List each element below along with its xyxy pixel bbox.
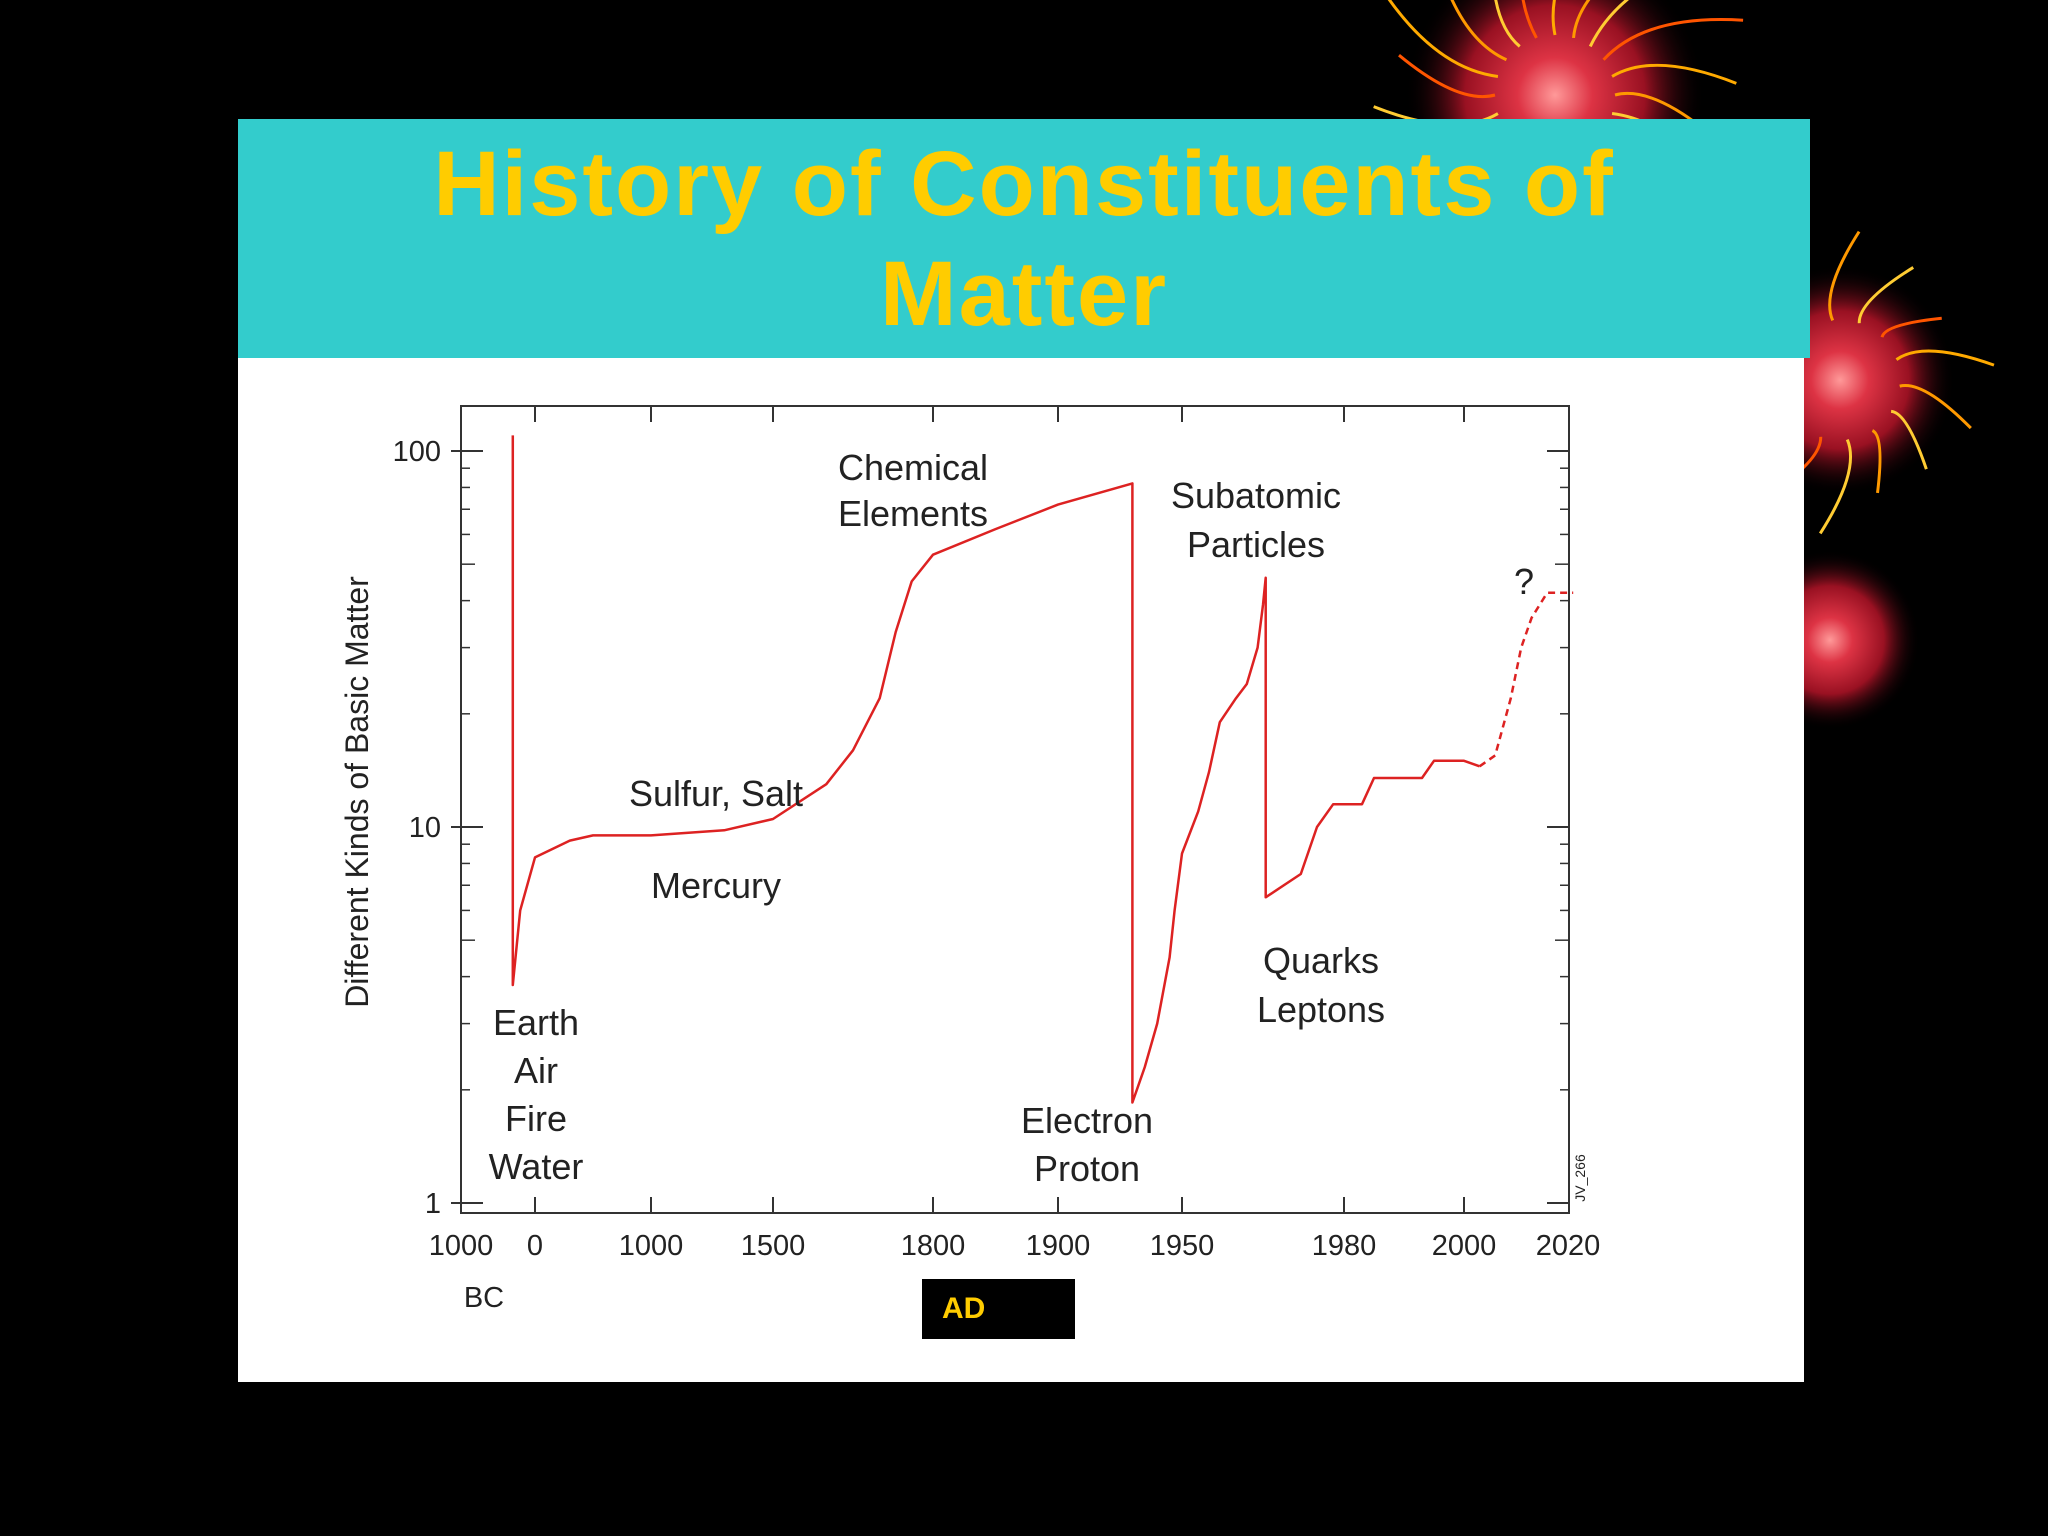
firework-ray <box>1572 0 1591 39</box>
plot-frame <box>460 405 1570 1214</box>
firework-ray <box>1588 0 1630 48</box>
annotation-label: Quarks Leptons <box>1257 940 1385 1030</box>
watermark: JV_266 <box>1572 1154 1588 1202</box>
x-tick-label: 1980 <box>1312 1230 1377 1262</box>
firework-ray <box>1551 0 1557 36</box>
firework-ray <box>1871 429 1882 494</box>
firework-ray <box>1387 0 1499 78</box>
firework-ray <box>1899 383 1972 430</box>
annotation-label: Electron Proton <box>1021 1100 1153 1189</box>
annotation-label: Subatomic Particles <box>1171 475 1341 565</box>
x-tick-label: 1500 <box>741 1230 806 1262</box>
annotation-label: Earth Air Fire Water <box>489 1002 584 1187</box>
firework-ray <box>1828 230 1861 322</box>
x-tick-label: 1000 <box>429 1230 494 1262</box>
chart-panel: 1 10 100 1000 0 1000 1500 1800 1900 1950 1980 2000 2… <box>238 358 1804 1382</box>
x-tick-label: 2020 <box>1536 1230 1601 1262</box>
firework-ray <box>1611 63 1737 85</box>
annotation-label: ? <box>1514 561 1534 602</box>
slide-title: History of Constituents of Matter <box>433 132 1615 345</box>
series-line <box>511 435 1481 1104</box>
firework-ray <box>1494 0 1521 48</box>
firework-ray <box>1398 54 1496 99</box>
ad-era-label: AD <box>922 1279 1075 1339</box>
x-tick-label: 0 <box>527 1230 543 1262</box>
y-tick-label: 100 <box>393 436 441 468</box>
y-tick-label: 1 <box>425 1188 441 1220</box>
firework-ray <box>1895 349 1995 367</box>
firework-ray <box>1602 18 1744 61</box>
firework-ray <box>1890 409 1928 470</box>
y-axis-label: Different Kinds of Basic Matter <box>339 576 375 1008</box>
x-tick-label: 1950 <box>1150 1230 1215 1262</box>
firework-ray <box>1880 316 1942 338</box>
projected-series-line <box>1478 591 1574 768</box>
firework-ray <box>1450 0 1508 62</box>
annotation-label: Mercury <box>651 865 781 906</box>
y-tick-label: 10 <box>409 812 441 844</box>
title-bar: History of Constituents of Matter <box>238 119 1810 358</box>
firework-ray <box>1521 0 1538 39</box>
bc-era-label: BC <box>464 1282 504 1314</box>
x-tick-label: 1000 <box>619 1230 684 1262</box>
x-tick-label: 1900 <box>1026 1230 1091 1262</box>
x-tick-label: 2000 <box>1432 1230 1497 1262</box>
constituents-chart: 1 10 100 1000 0 1000 1500 1800 1900 1950 1980 2000 2… <box>339 405 1601 1314</box>
firework-ray <box>1857 266 1915 324</box>
annotation-label: Chemical Elements <box>838 447 988 534</box>
x-tick-label: 1800 <box>901 1230 966 1262</box>
firework-ray <box>1818 438 1853 535</box>
annotation-label: Sulfur, Salt <box>629 773 803 814</box>
